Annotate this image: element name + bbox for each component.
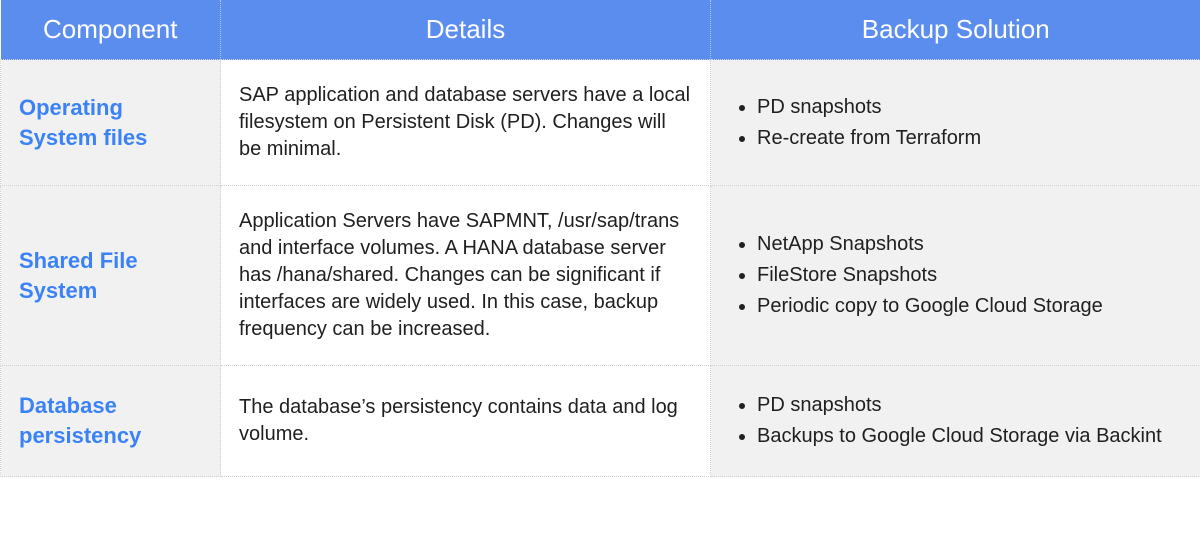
backup-table-container: Component Details Backup Solution Operat… [0, 0, 1200, 477]
list-item: Periodic copy to Google Cloud Storage [757, 293, 1182, 320]
backup-list: NetApp Snapshots FileStore Snapshots Per… [729, 231, 1182, 320]
table-row: Operating System files SAP application a… [1, 60, 1200, 186]
list-item: PD snapshots [757, 94, 1182, 121]
backup-list-cell: PD snapshots Re-create from Terraform [711, 60, 1200, 186]
backup-list-cell: NetApp Snapshots FileStore Snapshots Per… [711, 186, 1200, 366]
component-label: Shared File System [1, 186, 221, 366]
col-header-details: Details [221, 0, 711, 60]
col-header-component: Component [1, 0, 221, 60]
list-item: PD snapshots [757, 392, 1182, 419]
table-row: Database persistency The database’s pers… [1, 366, 1200, 477]
backup-list: PD snapshots Re-create from Terraform [729, 94, 1182, 152]
details-text: SAP application and database servers hav… [221, 60, 711, 186]
list-item: Re-create from Terraform [757, 125, 1182, 152]
backup-table: Component Details Backup Solution Operat… [0, 0, 1200, 477]
list-item: NetApp Snapshots [757, 231, 1182, 258]
details-text: The database’s persistency contains data… [221, 366, 711, 477]
table-row: Shared File System Application Servers h… [1, 186, 1200, 366]
details-text: Application Servers have SAPMNT, /usr/sa… [221, 186, 711, 366]
list-item: FileStore Snapshots [757, 262, 1182, 289]
component-label: Operating System files [1, 60, 221, 186]
backup-list-cell: PD snapshots Backups to Google Cloud Sto… [711, 366, 1200, 477]
table-header: Component Details Backup Solution [1, 0, 1200, 60]
list-item: Backups to Google Cloud Storage via Back… [757, 423, 1182, 450]
component-label: Database persistency [1, 366, 221, 477]
col-header-backup: Backup Solution [711, 0, 1200, 60]
backup-list: PD snapshots Backups to Google Cloud Sto… [729, 392, 1182, 450]
table-body: Operating System files SAP application a… [1, 60, 1200, 477]
